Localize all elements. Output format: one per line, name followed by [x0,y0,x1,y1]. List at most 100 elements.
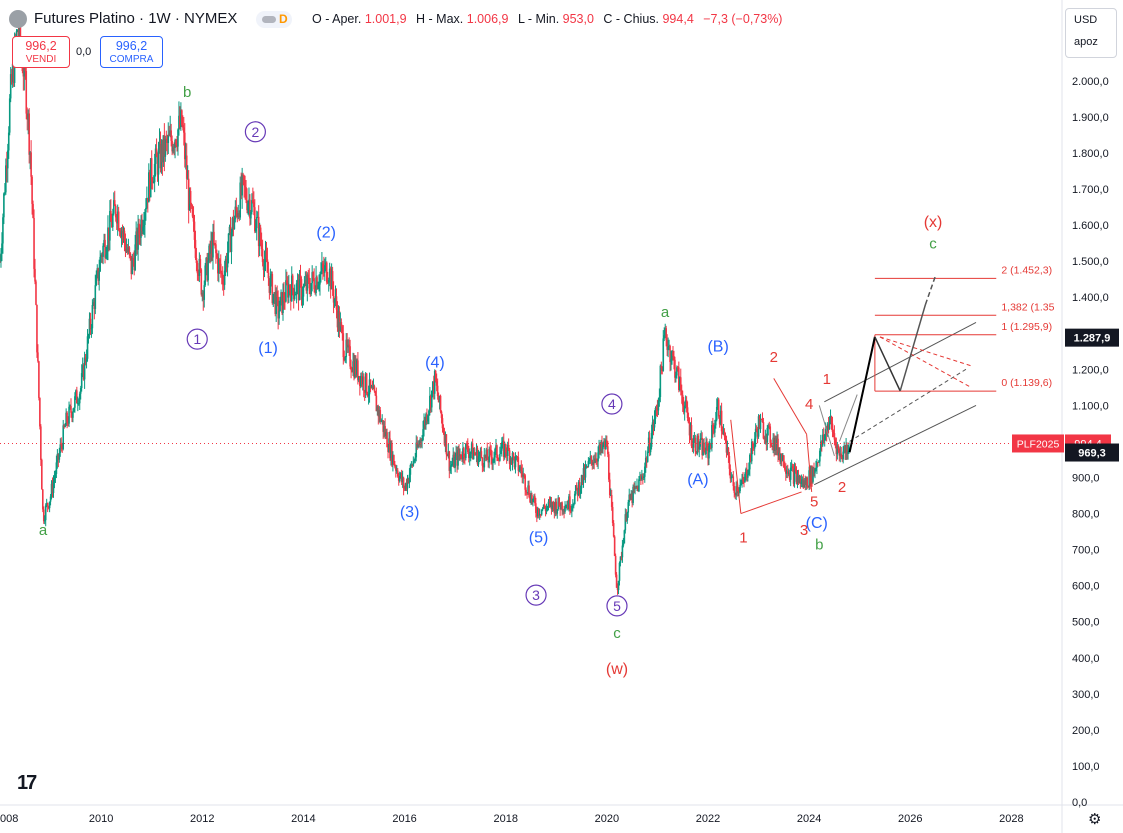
candle-body [338,311,341,332]
candle-body [743,481,745,483]
candle-body [270,274,273,277]
candle-body [836,445,839,455]
candle-body [295,283,298,295]
candle-body [276,291,278,297]
candle-body [841,457,844,460]
candle-body [599,445,601,451]
candle-body [317,285,319,289]
candle-body [464,457,466,459]
candle-body [606,440,608,447]
candle-body [178,115,180,130]
tradingview-logo-icon[interactable]: 17 [17,772,37,794]
candle-body [118,229,121,233]
currency-unit[interactable]: USD [1074,14,1098,26]
candle-body [411,464,414,466]
last-symbol-tag [1012,434,1064,453]
candle-body [554,501,557,514]
candle-body [710,445,712,448]
currency-selector[interactable]: USD apoz [1065,8,1117,58]
candle-body [781,454,783,462]
candle-body [463,448,465,458]
candle-body [679,377,682,390]
candle-body [467,452,470,458]
candle-body [633,486,635,490]
candle-body [473,452,476,454]
candle-body [723,431,726,437]
candle-body [349,346,351,367]
candle-body [250,212,252,219]
candle-body [488,448,490,463]
candle-body [63,425,65,428]
candle-body [171,140,173,152]
sell-button[interactable]: 996,2 VENDI [12,36,70,68]
triangle-line [730,419,742,514]
candle-body [542,504,545,509]
candle-body [61,445,64,450]
candle-body [390,443,392,459]
candle-body [241,174,243,196]
gear-icon[interactable]: ⚙ [1088,811,1102,828]
candle-body [267,272,270,279]
candle-body [67,422,69,424]
candle-body [538,514,541,516]
candle-body [630,493,632,500]
wave-label: (x) [924,214,943,231]
candle-body [6,165,8,169]
currency-mode[interactable]: apoz [1074,36,1098,48]
ohlc-open-label: O - Aper. [312,12,362,26]
candle-body [407,478,410,483]
candle-body [243,175,245,186]
candle-body [524,475,526,490]
candle-body [342,333,345,358]
candle-body [283,291,285,302]
candle-body [681,394,684,406]
candle-body [287,282,289,298]
candle-body [758,416,761,430]
ohlc-change: −7,3 (−0,73%) [703,12,783,26]
candle-body [395,466,397,471]
candle-body [701,437,703,456]
symbol-logo-icon [9,10,27,28]
candle-body [29,152,31,155]
candle-body [361,376,364,385]
candle-body [459,454,461,456]
candle-body [578,482,581,495]
candle-body [232,217,235,230]
candle-body [28,113,30,155]
candle-body [676,367,678,376]
candle-body [547,501,550,507]
fib-level-label: 1 (1.295,9) [1001,321,1052,333]
candle-body [815,468,817,470]
candle-body [423,420,425,430]
candle-body [304,280,307,285]
candle-body [643,466,646,477]
candle-body [71,412,73,418]
candle-body [36,304,38,353]
candle-body [207,260,209,281]
candle-body [474,453,477,456]
candle-body [360,376,363,385]
candle-body [152,182,155,184]
candle-body [77,403,80,405]
candle-body [441,418,444,429]
ohlc-low-value: 953,0 [562,12,594,26]
candle-body [713,429,715,433]
candle-body [539,514,542,516]
candle-body [443,432,446,445]
candle-body [762,422,765,439]
symbol-title[interactable]: Futures Platino · 1W · NYMEX [34,10,238,27]
candle-body [224,258,227,271]
buy-button[interactable]: 996,2 COMPRA [100,36,163,68]
ohlc-open-value: 1.001,9 [364,12,407,26]
candle-body [439,395,442,412]
candle-body [689,425,692,436]
candle-body [609,495,612,497]
candle-body [731,476,734,478]
candle-body [416,442,419,448]
candle-body [177,129,179,147]
candle-body [158,141,161,151]
candle-body [653,418,656,428]
data-status-pill[interactable]: D [256,11,292,28]
candle-body [645,457,648,462]
